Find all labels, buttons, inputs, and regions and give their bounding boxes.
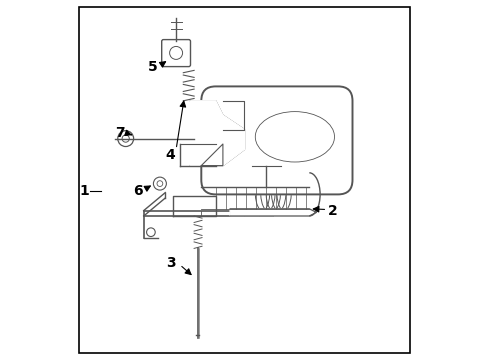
Text: 2: 2 xyxy=(327,204,337,217)
Text: 3: 3 xyxy=(165,256,175,270)
Text: 4: 4 xyxy=(165,148,175,162)
Polygon shape xyxy=(230,209,316,216)
FancyBboxPatch shape xyxy=(162,40,190,67)
Text: 7: 7 xyxy=(115,126,125,140)
Polygon shape xyxy=(190,101,244,166)
Text: 5: 5 xyxy=(147,60,157,73)
Text: 1: 1 xyxy=(79,184,89,198)
FancyBboxPatch shape xyxy=(201,86,352,194)
FancyBboxPatch shape xyxy=(79,7,409,353)
Text: 6: 6 xyxy=(133,184,143,198)
